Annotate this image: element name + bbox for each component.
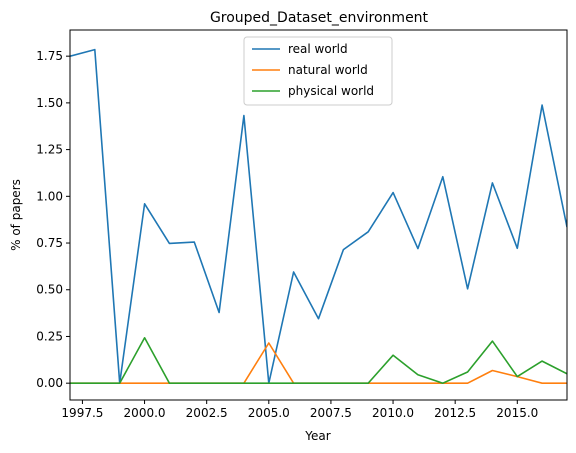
y-tick-label: 0.00 (36, 376, 63, 390)
legend-label: natural world (288, 63, 368, 77)
legend-label: real world (288, 42, 348, 56)
x-axis-label: Year (304, 429, 330, 443)
y-axis-label: % of papers (9, 179, 23, 251)
y-tick-label: 0.75 (36, 236, 63, 250)
x-tick-label: 1997.5 (61, 406, 103, 420)
x-tick-label: 2000.0 (124, 406, 166, 420)
series-line-physical-world (70, 338, 567, 383)
y-tick-label: 1.75 (36, 49, 63, 63)
y-tick-label: 0.25 (36, 329, 63, 343)
series-line-natural-world (70, 343, 567, 383)
y-tick-label: 0.50 (36, 283, 63, 297)
x-tick-label: 2007.5 (310, 406, 352, 420)
y-tick-label: 1.50 (36, 96, 63, 110)
x-tick-label: 2015.0 (496, 406, 538, 420)
y-tick-label: 1.00 (36, 189, 63, 203)
y-tick-label: 1.25 (36, 143, 63, 157)
x-tick-label: 2010.0 (372, 406, 414, 420)
x-tick-label: 2002.5 (186, 406, 228, 420)
chart-title: Grouped_Dataset_environment (210, 10, 429, 26)
legend-label: physical world (288, 84, 374, 98)
x-tick-label: 2012.5 (434, 406, 476, 420)
legend: real world natural world physical world (244, 37, 392, 105)
x-tick-label: 2005.0 (248, 406, 290, 420)
